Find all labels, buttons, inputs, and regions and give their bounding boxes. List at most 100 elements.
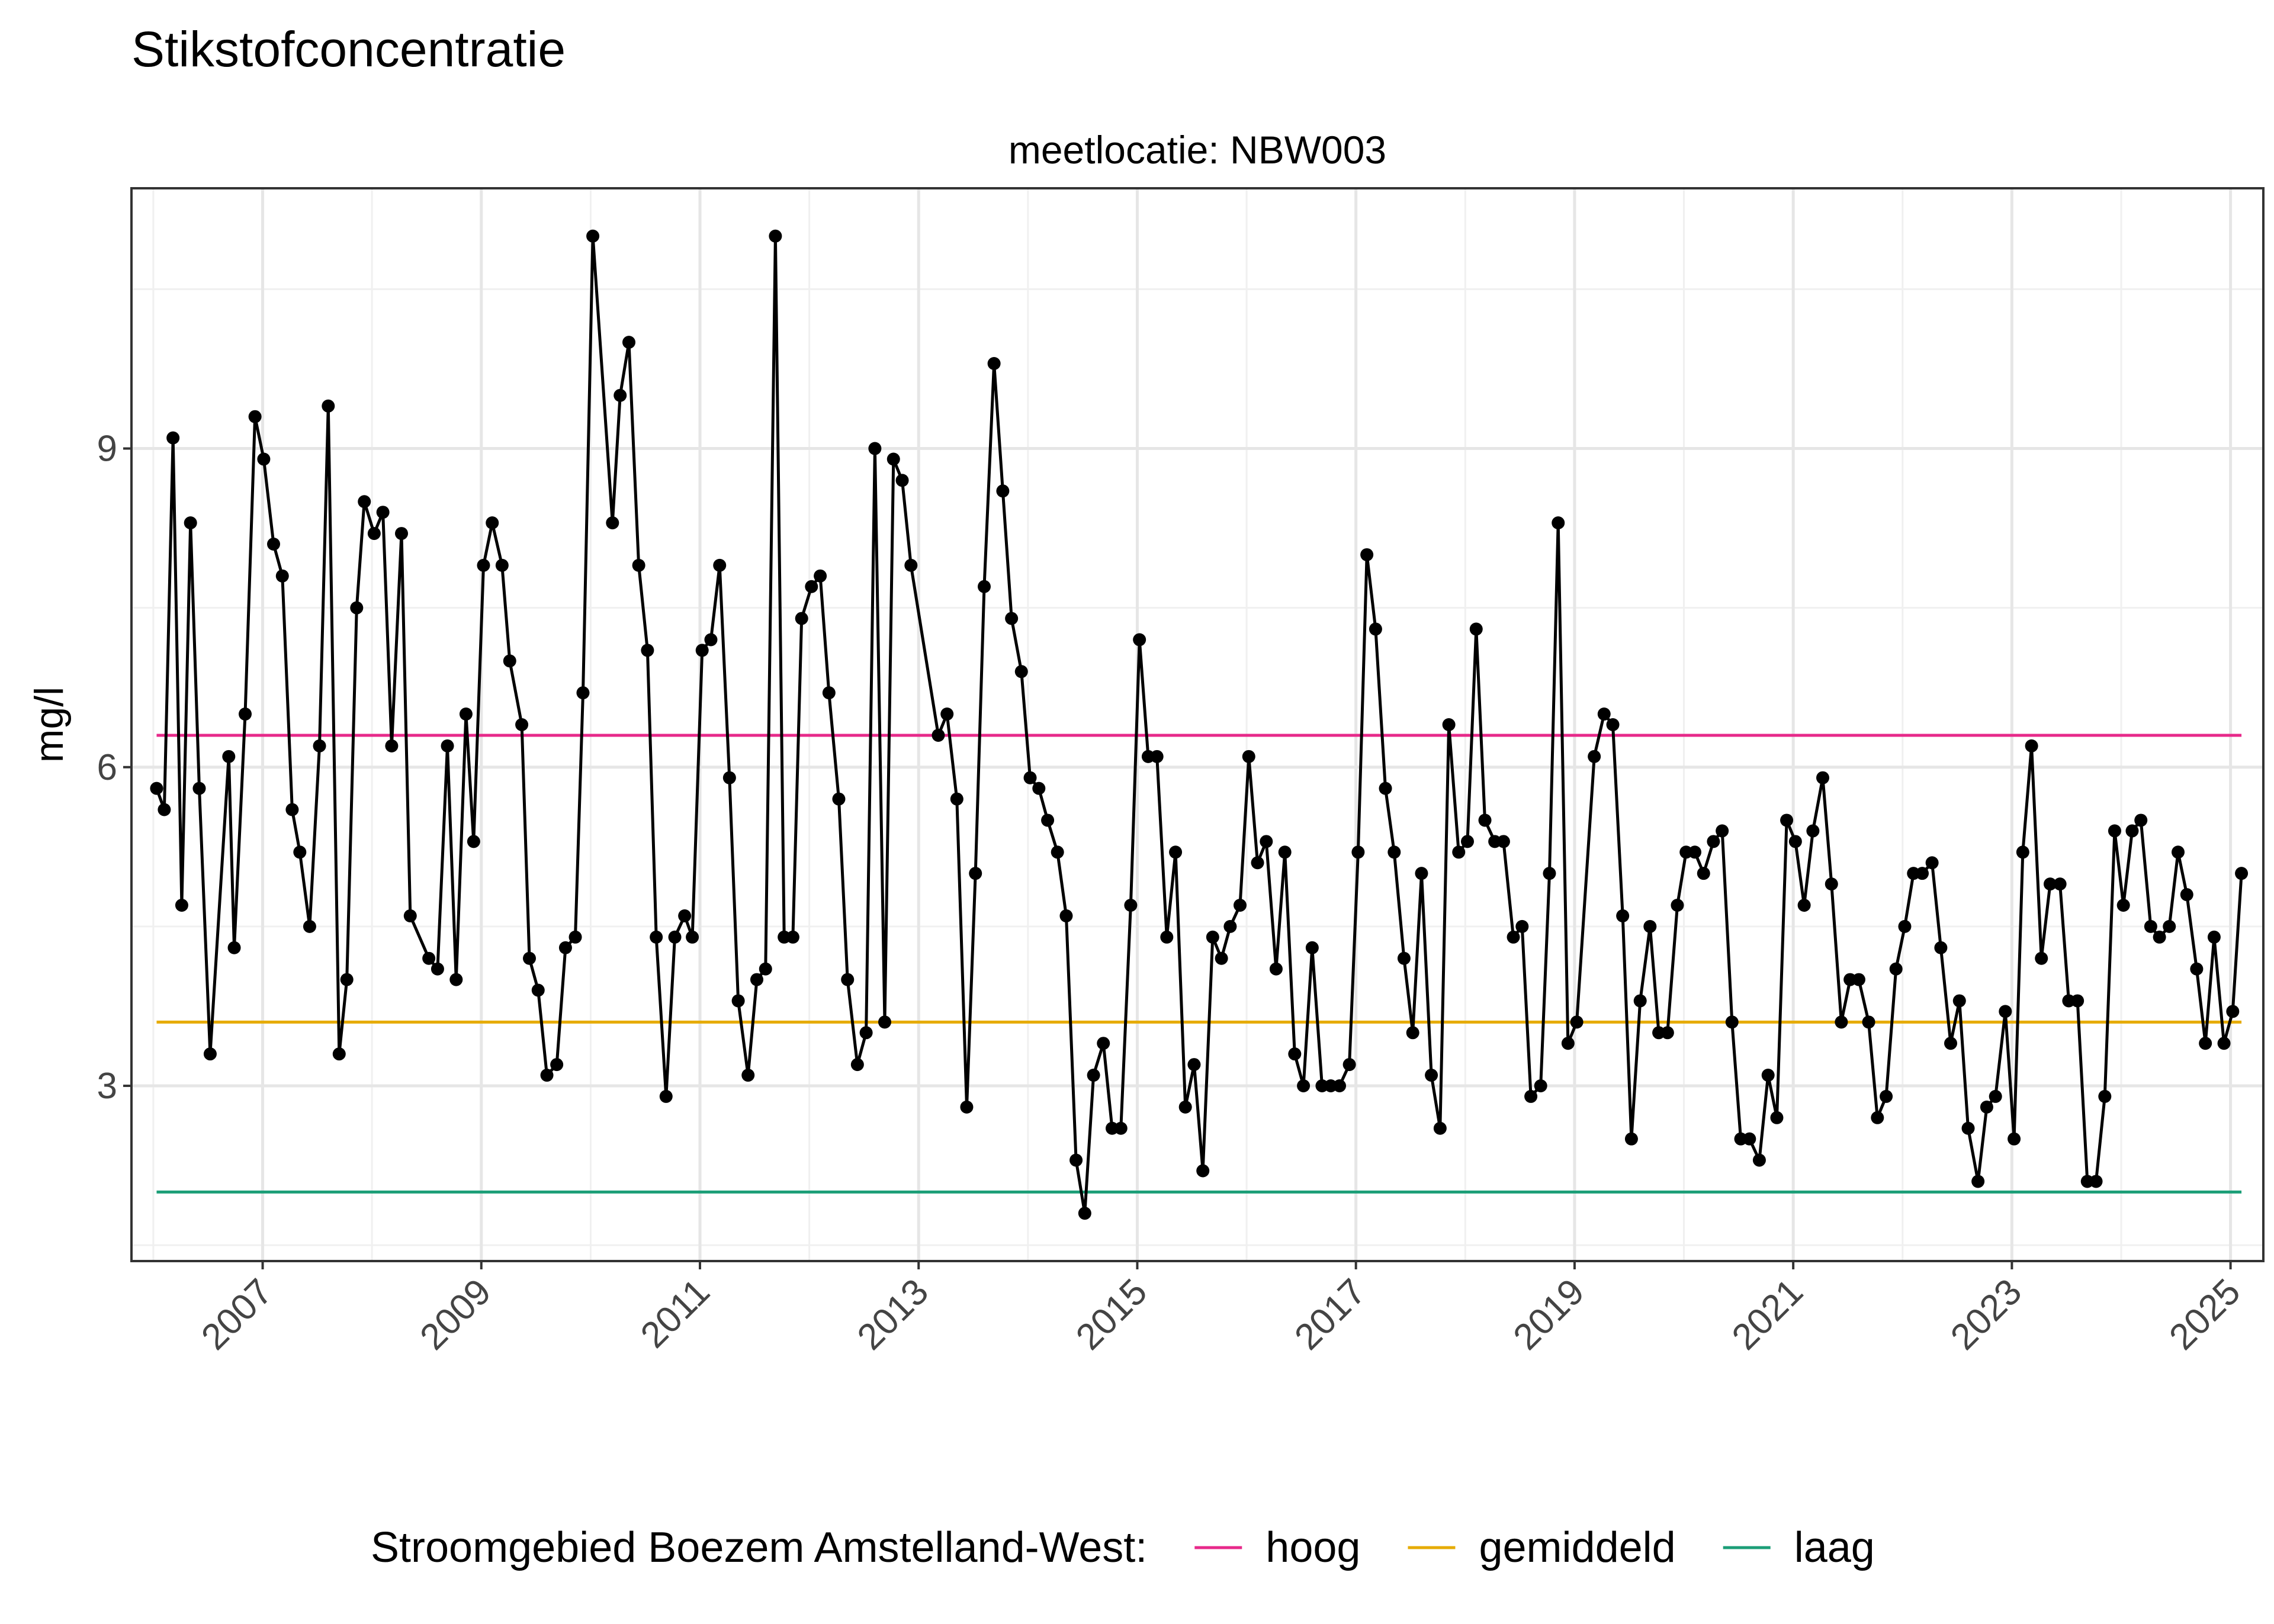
data-point: [1415, 867, 1428, 880]
data-point: [668, 930, 682, 944]
data-point: [1269, 962, 1283, 976]
data-point: [1980, 1100, 1993, 1114]
data-point: [704, 633, 718, 647]
x-tick-label: 2015: [1068, 1271, 1155, 1358]
data-point: [750, 973, 763, 986]
data-point: [805, 580, 818, 593]
data-point: [1633, 994, 1647, 1008]
y-tick-label: 6: [97, 747, 117, 788]
data-point: [203, 1047, 217, 1061]
data-point: [1688, 845, 1701, 859]
legend-label-hoog: hoog: [1266, 1524, 1360, 1571]
data-point: [441, 739, 454, 752]
data-point: [1023, 771, 1037, 784]
data-point: [1442, 718, 1456, 731]
y-tick-label: 9: [97, 429, 117, 469]
data-point: [832, 792, 846, 806]
data-point: [395, 527, 408, 541]
data-point: [1133, 633, 1146, 647]
data-point: [1342, 1058, 1356, 1072]
data-point: [558, 941, 572, 954]
data-point: [1433, 1121, 1447, 1135]
data-point: [1624, 1132, 1638, 1146]
legend-label-laag: laag: [1794, 1524, 1875, 1571]
data-point: [1643, 919, 1657, 933]
data-point: [1215, 951, 1228, 965]
data-point: [2008, 1132, 2021, 1146]
data-point: [1014, 665, 1028, 678]
grid-minor: [131, 188, 2263, 1261]
data-point: [1524, 1089, 1538, 1103]
data-point: [403, 909, 417, 922]
data-point: [859, 1026, 873, 1040]
chart-title: Stikstofconcentratie: [131, 21, 566, 77]
plot-border: [130, 187, 2265, 1262]
data-point: [449, 973, 463, 986]
data-point: [1852, 973, 1865, 986]
data-point: [659, 1089, 673, 1103]
data-point: [523, 951, 536, 965]
data-point: [1160, 930, 1174, 944]
data-point: [184, 516, 197, 530]
data-point: [713, 558, 727, 572]
data-point: [1041, 813, 1055, 827]
x-tick-label: 2011: [633, 1271, 718, 1356]
data-point: [2217, 1037, 2231, 1050]
data-point: [722, 771, 736, 784]
data-point: [1606, 718, 1620, 731]
data-point: [1097, 1037, 1110, 1050]
data-point: [769, 229, 782, 243]
data-point: [1478, 813, 1492, 827]
data-point: [275, 569, 289, 583]
data-point: [1351, 845, 1365, 859]
data-point: [1725, 1015, 1739, 1029]
legend-title: Stroomgebied Boezem Amstelland-West:: [371, 1524, 1147, 1571]
data-point: [1406, 1026, 1419, 1040]
x-tick-label: 2013: [850, 1271, 936, 1358]
data-point: [1561, 1037, 1575, 1050]
data-point: [2180, 888, 2193, 902]
data-point: [695, 644, 709, 657]
data-point: [1971, 1175, 1985, 1188]
data-point: [786, 930, 799, 944]
data-point: [1788, 835, 1802, 848]
data-point: [622, 336, 635, 349]
data-point: [293, 845, 307, 859]
data-point: [350, 601, 364, 615]
data-point: [1871, 1111, 1884, 1124]
legend: Stroomgebied Boezem Amstelland-West: hoo…: [371, 1524, 1875, 1571]
data-point: [248, 410, 262, 423]
data-point: [568, 930, 582, 944]
data-point: [2089, 1175, 2103, 1188]
y-tick-label: 3: [97, 1066, 117, 1107]
x-tick-label: 2009: [412, 1271, 499, 1358]
data-point: [1397, 951, 1411, 965]
data-series: [150, 229, 2249, 1220]
y-axis-title: mg/l: [27, 687, 72, 763]
data-point: [385, 739, 399, 752]
data-point: [1552, 516, 1565, 530]
data-point: [1278, 845, 1292, 859]
data-point: [1369, 622, 1382, 636]
data-point: [257, 452, 271, 466]
legend-label-gemiddeld: gemiddeld: [1479, 1524, 1675, 1571]
data-point: [841, 973, 855, 986]
data-point: [878, 1015, 891, 1029]
series-line: [155, 234, 2243, 1215]
data-point: [1570, 1015, 1584, 1029]
data-point: [1114, 1121, 1128, 1135]
data-point: [477, 558, 490, 572]
data-point: [2235, 867, 2249, 880]
data-point: [1297, 1079, 1311, 1092]
data-point: [1671, 898, 1684, 912]
data-point: [641, 644, 654, 657]
data-point: [459, 708, 473, 721]
data-point: [175, 898, 188, 912]
data-point: [960, 1100, 974, 1114]
data-point: [576, 686, 590, 700]
data-point: [166, 431, 180, 445]
data-point: [503, 654, 516, 668]
data-point: [340, 973, 354, 986]
data-point: [158, 803, 171, 816]
data-point: [1952, 994, 1966, 1008]
